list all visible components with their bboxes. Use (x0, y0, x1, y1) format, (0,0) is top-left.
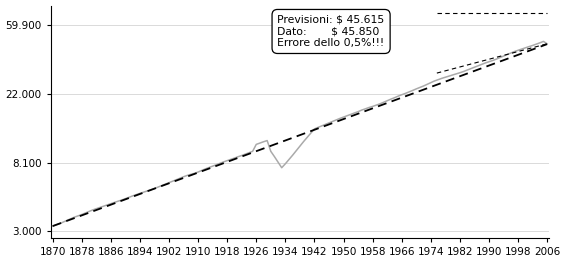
Text: Previsioni: $ 45.615
Dato:       $ 45.850
Errore dello 0,5%!!!: Previsioni: $ 45.615 Dato: $ 45.850 Erro… (277, 15, 385, 48)
